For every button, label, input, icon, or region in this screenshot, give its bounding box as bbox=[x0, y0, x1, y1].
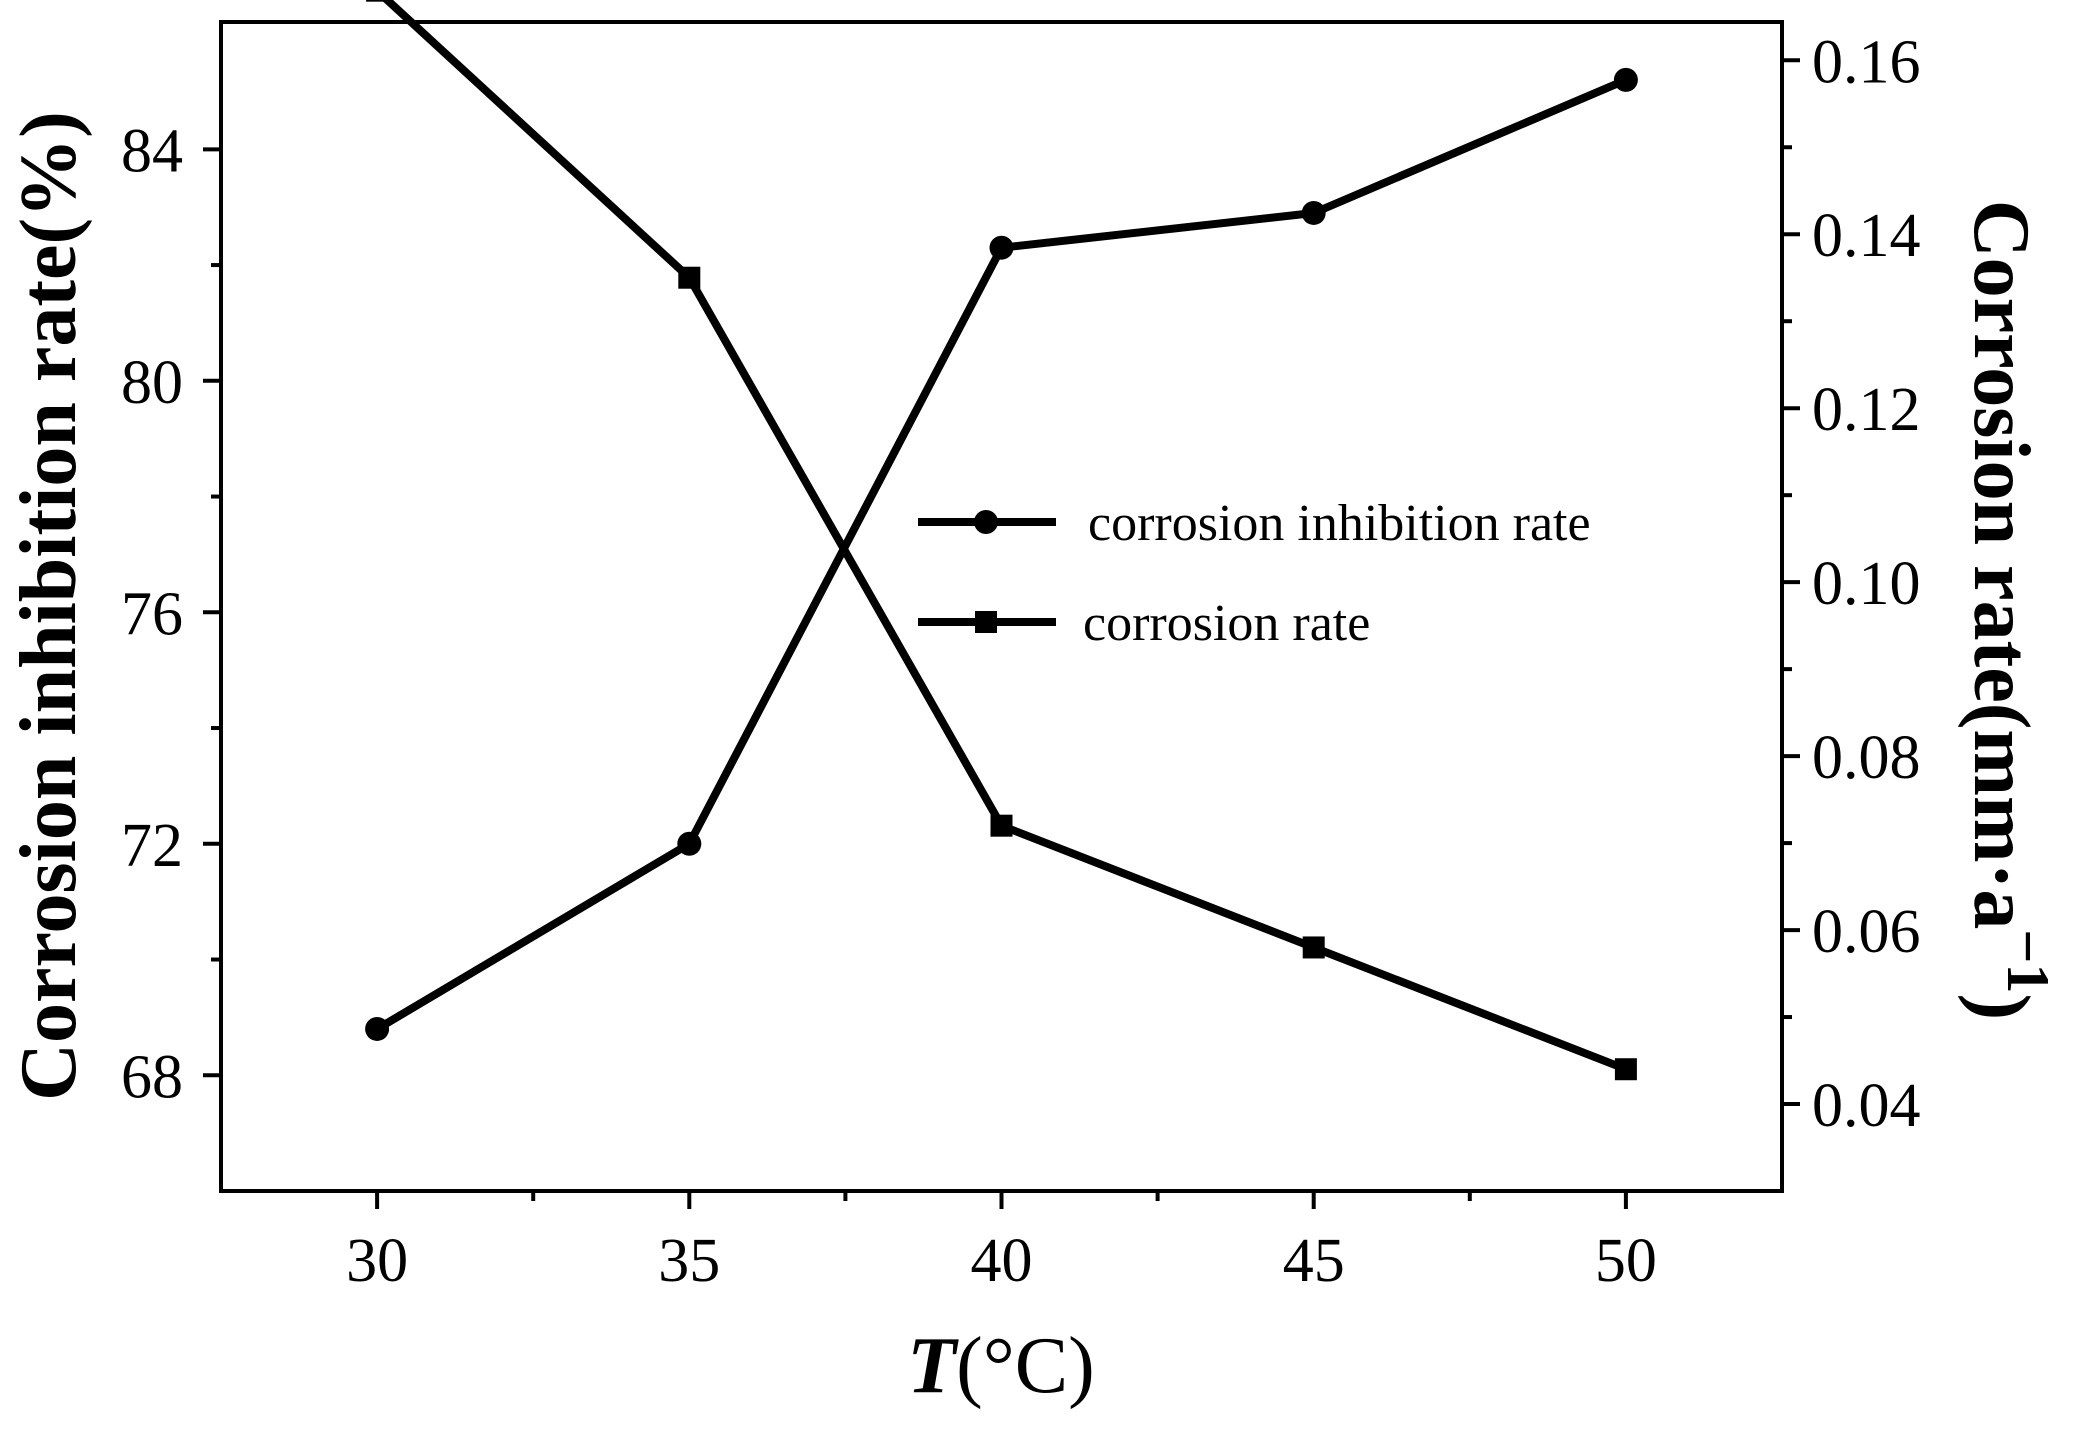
y-left-tick-label-72: 72 bbox=[121, 812, 183, 880]
x-tick-label-35: 35 bbox=[658, 1227, 720, 1295]
corrosion-point-40 bbox=[990, 814, 1013, 837]
x-tick-label-50: 50 bbox=[1595, 1227, 1657, 1295]
series-line-inhibition bbox=[375, 76, 1628, 1033]
y-right-tick-label-0.10: 0.10 bbox=[1812, 550, 1921, 618]
x-axis-title-italic: T bbox=[907, 1322, 959, 1410]
ticks-layer: 30 35 40 45 50 68 72 76 80 84 0.04 0.06 0.08 0.10 0.12… bbox=[121, 28, 1921, 1295]
y-right-tick-label-0.06: 0.06 bbox=[1812, 898, 1921, 966]
y-right-tick-label-0.14: 0.14 bbox=[1812, 202, 1921, 270]
x-axis-title-rest: (°C) bbox=[956, 1322, 1095, 1410]
x-tick-label-45: 45 bbox=[1283, 1227, 1345, 1295]
legend-marker-circle bbox=[974, 510, 998, 534]
y-axis-title-right: Corrosion rate(mm·a−1) bbox=[1957, 200, 2061, 1020]
inhibition-point-35 bbox=[677, 831, 702, 856]
legend: corrosion inhibition rate corrosion rate bbox=[918, 495, 1591, 652]
y-left-tick-label-80: 80 bbox=[121, 349, 183, 417]
y-right-tick-label-0.08: 0.08 bbox=[1812, 724, 1921, 792]
y-right-tick-label-0.16: 0.16 bbox=[1812, 28, 1921, 96]
y-axis-title-left: Corrosion inhibition rate(%) bbox=[5, 111, 93, 1101]
x-tick-label-40: 40 bbox=[971, 1227, 1033, 1295]
y-right-tick-label-0.12: 0.12 bbox=[1812, 376, 1921, 444]
y-left-tick-label-84: 84 bbox=[121, 117, 183, 185]
inhibition-point-50 bbox=[1613, 67, 1638, 92]
x-tick-label-30: 30 bbox=[346, 1227, 408, 1295]
corrosion-point-45 bbox=[1302, 936, 1325, 959]
y-right-tick-label-0.04: 0.04 bbox=[1812, 1072, 1921, 1140]
x-axis-title: T(°C) bbox=[907, 1322, 1095, 1410]
inhibition-point-40 bbox=[989, 235, 1014, 260]
corrosion-point-30 bbox=[366, 0, 389, 2]
plot-frame bbox=[219, 20, 1784, 1193]
legend-marker-square bbox=[975, 611, 997, 633]
y-left-tick-label-76: 76 bbox=[121, 580, 183, 648]
y-left-tick-label-68: 68 bbox=[121, 1043, 183, 1111]
corrosion-point-35 bbox=[678, 266, 701, 289]
y-axis-title-right-sup: −1 bbox=[1995, 929, 2061, 993]
inhibition-point-30 bbox=[365, 1016, 390, 1041]
inhibition-point-45 bbox=[1301, 200, 1326, 225]
legend-label-inhibition: corrosion inhibition rate bbox=[1088, 495, 1591, 552]
y-axis-title-right-close: ) bbox=[1957, 994, 2045, 1021]
corrosion-point-50 bbox=[1614, 1058, 1637, 1081]
legend-label-corrosion: corrosion rate bbox=[1083, 595, 1370, 652]
y-axis-title-right-main: Corrosion rate(mm·a bbox=[1957, 200, 2045, 929]
markers-layer bbox=[365, 0, 1638, 1081]
